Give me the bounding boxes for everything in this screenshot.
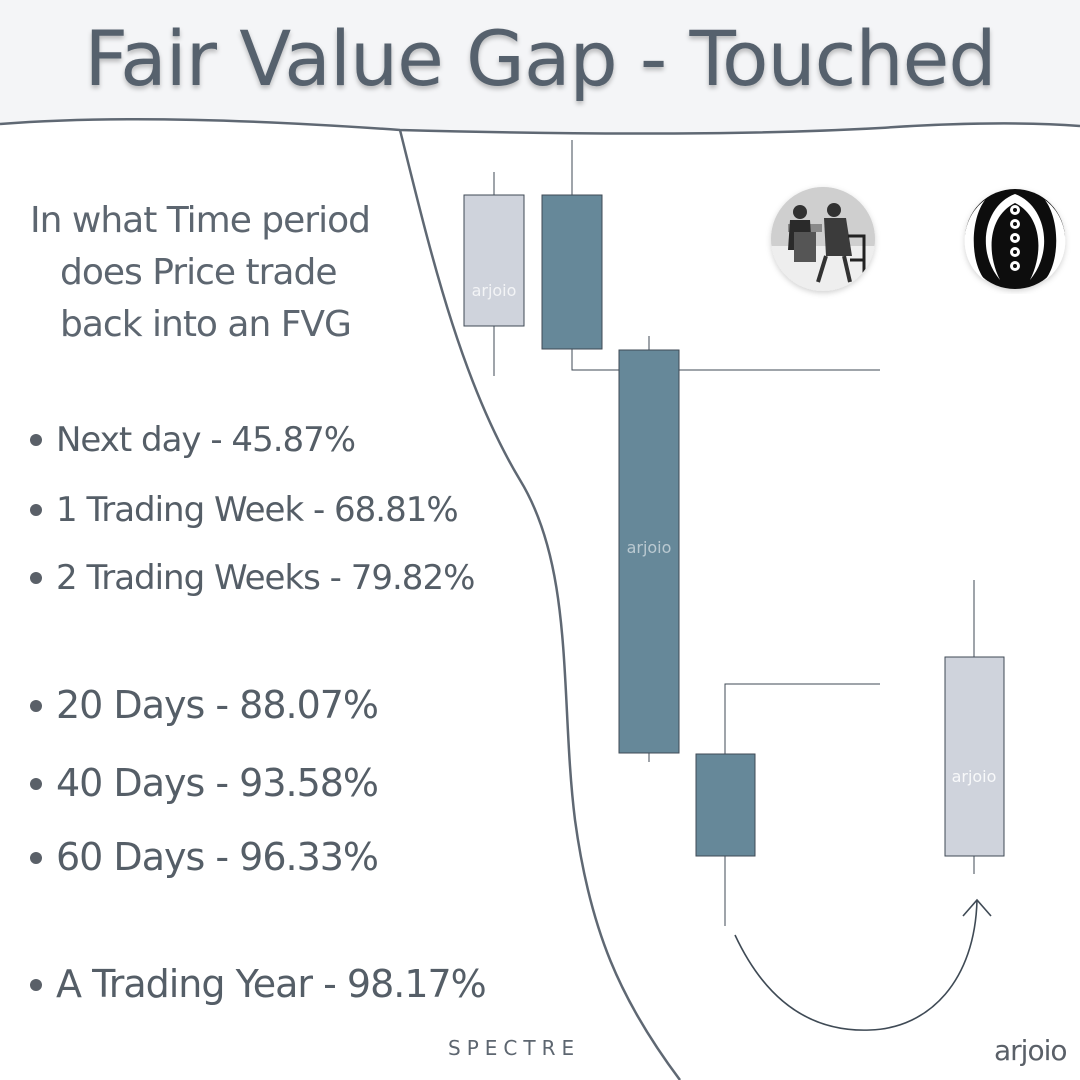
candle-2	[541, 140, 603, 370]
candle-4	[695, 753, 756, 926]
stat-label: 2 Trading Weeks - 79.82%	[56, 558, 475, 598]
bullet-icon	[30, 699, 42, 712]
fvg-bottom-line	[724, 683, 880, 754]
panel-divider	[398, 129, 682, 1080]
stat-label: 60 Days - 96.33%	[56, 835, 379, 879]
arrowhead-icon	[962, 898, 992, 917]
left-panel	[0, 119, 680, 1080]
bullet-icon	[30, 433, 42, 446]
stat-item: 1 Trading Week - 68.81%	[30, 490, 459, 530]
stat-label: Next day - 45.87%	[56, 420, 356, 460]
bullet-icon	[30, 571, 42, 584]
candle-1	[463, 172, 525, 376]
stat-item: 20 Days - 88.07%	[30, 683, 379, 727]
stat-label: 1 Trading Week - 68.81%	[56, 490, 459, 530]
stat-item: 2 Trading Weeks - 79.82%	[30, 558, 475, 598]
header-divider	[0, 117, 1080, 135]
right-panel	[400, 123, 1080, 1080]
bullet-icon	[30, 777, 42, 790]
bullet-icon	[30, 851, 42, 864]
watermark-1: arjoio	[472, 281, 517, 300]
stat-item: 60 Days - 96.33%	[30, 835, 379, 879]
tribal-emblem-icon	[964, 189, 1066, 289]
bullet-icon	[30, 978, 42, 991]
author-handle: arjoio	[994, 1034, 1067, 1067]
question-line-2: does Price trade	[60, 252, 337, 293]
candle-3	[618, 336, 680, 762]
bullet-icon	[30, 503, 42, 516]
stat-item: 40 Days - 93.58%	[30, 761, 379, 805]
page-title: Fair Value Gap - Touched	[84, 14, 996, 103]
watermark-2: arjoio	[627, 538, 672, 557]
stat-label: A Trading Year - 98.17%	[56, 962, 487, 1006]
stat-item: Next day - 45.87%	[30, 420, 356, 460]
question-line-1: In what Time period	[30, 200, 371, 241]
stat-label: 40 Days - 93.58%	[56, 761, 379, 805]
curved-arrow-icon	[734, 899, 978, 1031]
stat-item: A Trading Year - 98.17%	[30, 962, 487, 1006]
brand-logo: SPECTRE	[448, 1036, 581, 1060]
candle-5	[944, 580, 1005, 874]
watermark-3: arjoio	[952, 767, 997, 786]
question-line-3: back into an FVG	[60, 304, 352, 345]
stat-label: 20 Days - 88.07%	[56, 683, 379, 727]
